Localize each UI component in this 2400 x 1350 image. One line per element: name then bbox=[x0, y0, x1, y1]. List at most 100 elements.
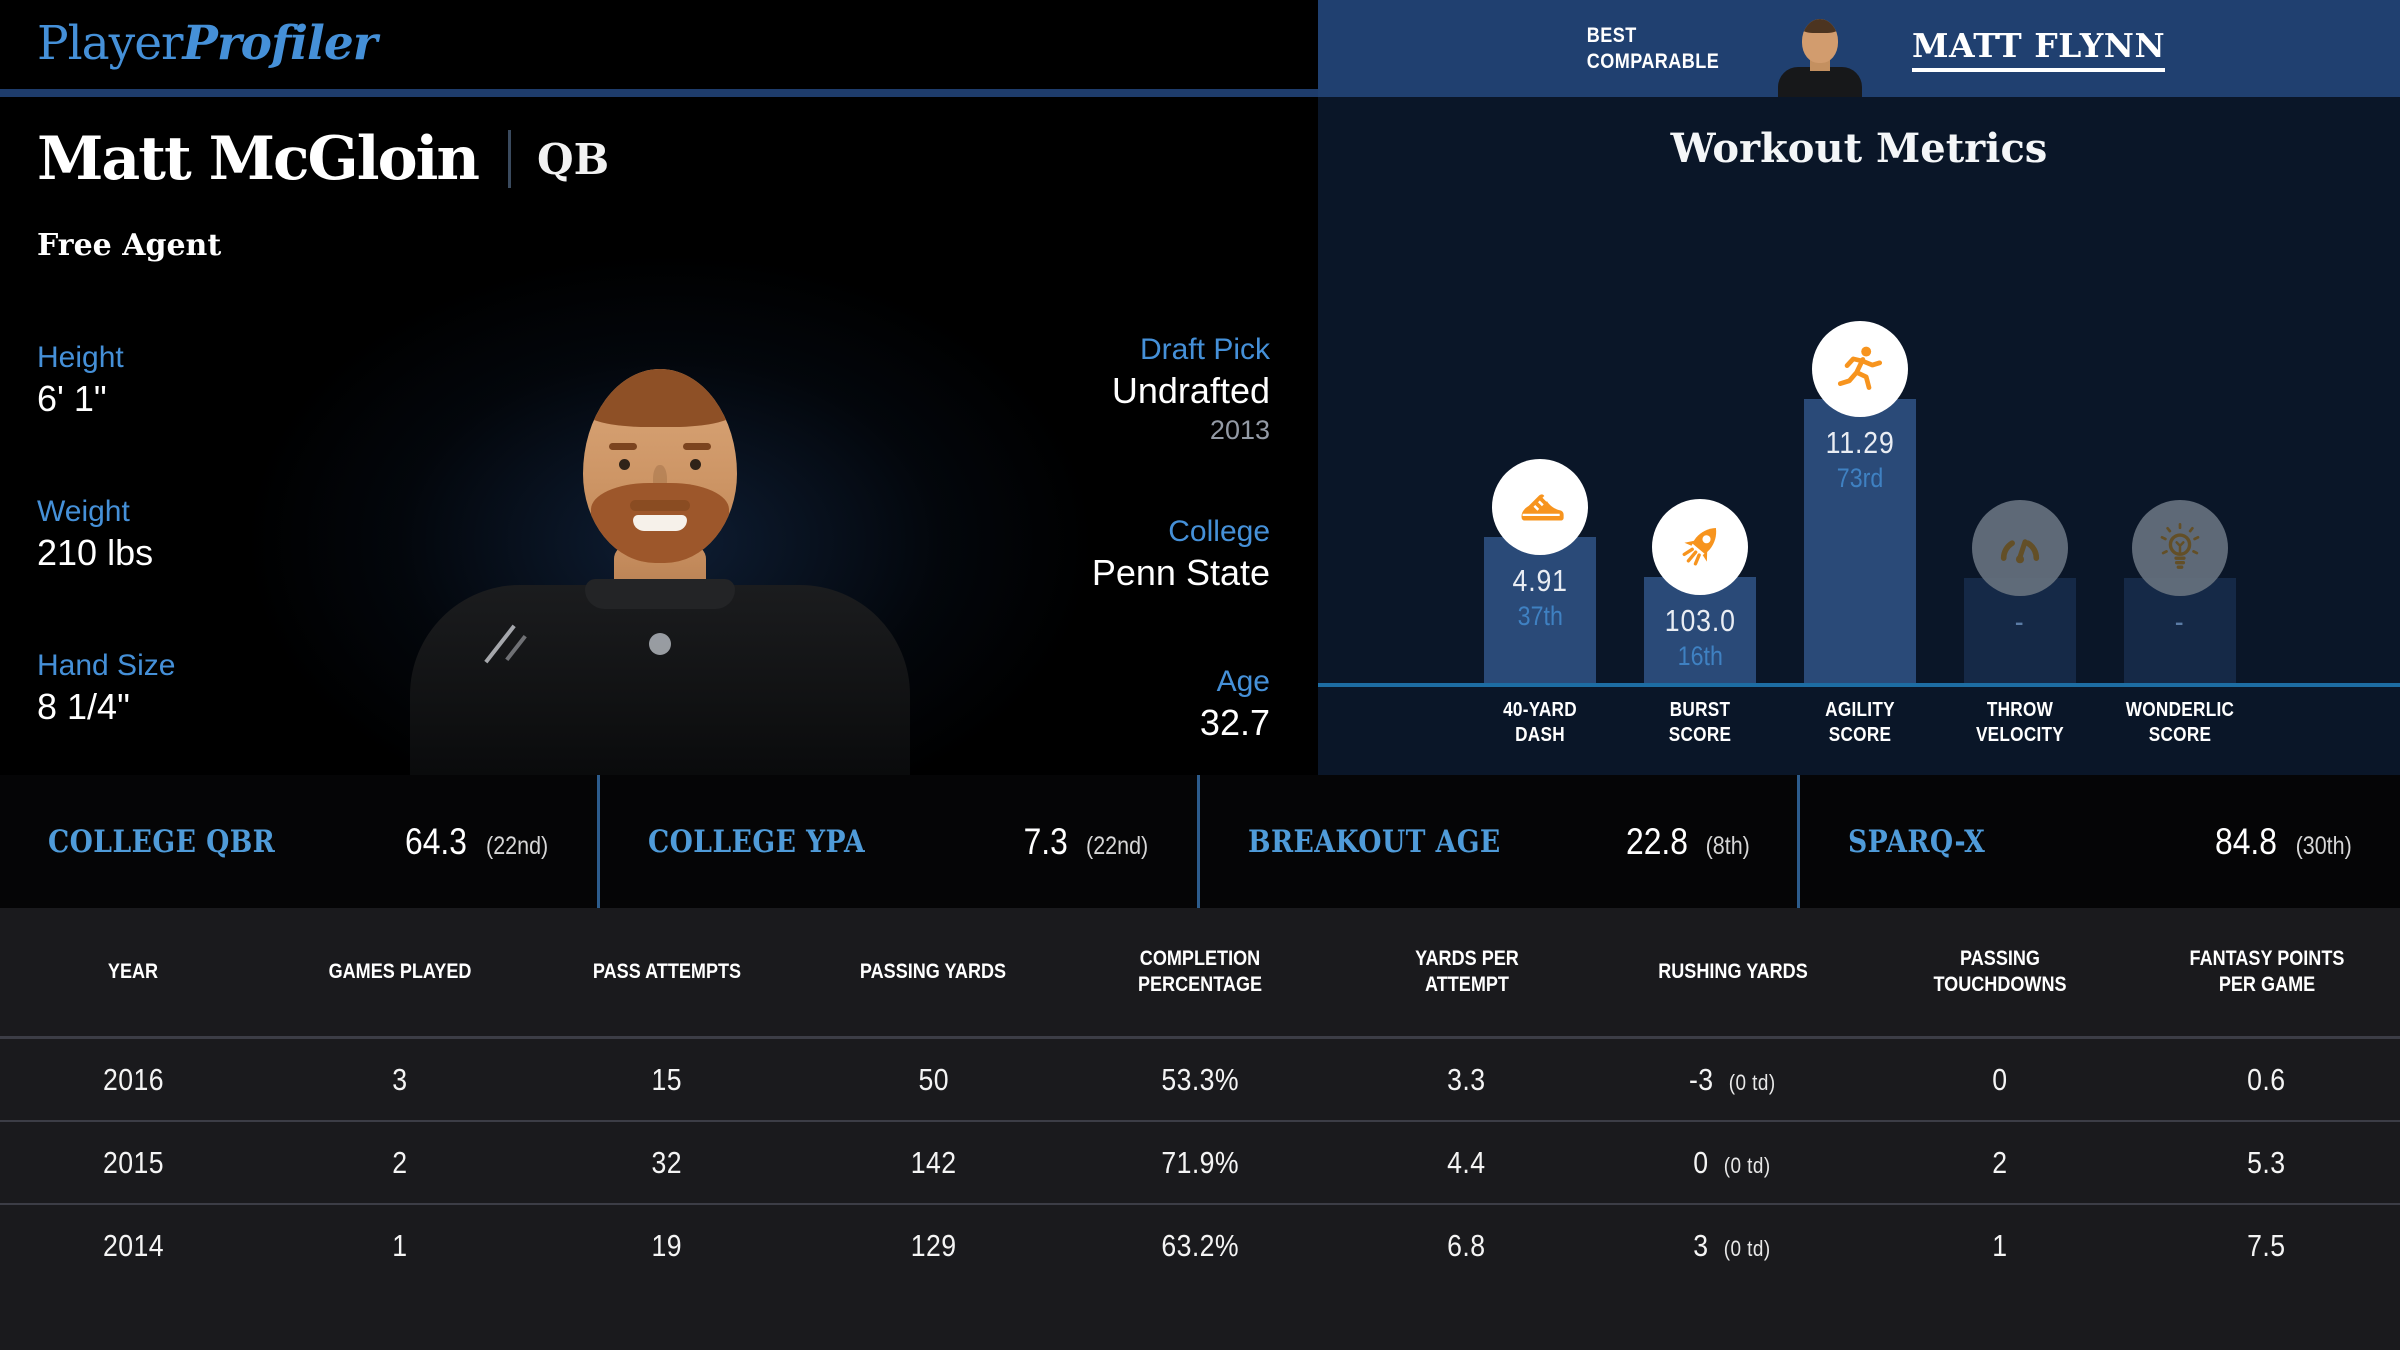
table-cell: 0 (0 td) bbox=[1600, 1145, 1867, 1181]
key-stat-cell: COLLEGE YPA 7.3 (22nd) bbox=[600, 775, 1200, 908]
player-headshot bbox=[380, 295, 940, 775]
bio-item: Weight 210 lbs bbox=[37, 494, 175, 576]
key-stat-value: 22.8 bbox=[1625, 820, 1688, 862]
bio-label: Weight bbox=[37, 495, 130, 528]
key-stat-value: 64.3 bbox=[404, 820, 467, 862]
bio-value: 6' 1" bbox=[37, 378, 107, 419]
table-cell: 0 bbox=[1992, 1061, 2008, 1097]
bio-label: Draft Pick bbox=[1139, 333, 1270, 366]
table-cell: 129 bbox=[910, 1227, 957, 1263]
key-stats-strip: COLLEGE QBR 64.3 (22nd) COLLEGE YPA 7.3 … bbox=[0, 775, 2400, 908]
logo-text-player: Player bbox=[37, 16, 184, 71]
chart-baseline bbox=[1318, 683, 2400, 687]
bio-item: College Penn State bbox=[1092, 514, 1270, 596]
table-header-row: YEAR GAMES PLAYED PASS ATTEMPTS PASSING … bbox=[0, 908, 2400, 1039]
key-stat-rank: (22nd) bbox=[1085, 831, 1148, 860]
table-cell: 6.8 bbox=[1447, 1227, 1486, 1263]
table-row: 2015 2 32 142 71.9% 4.4 0 (0 td) 2 bbox=[0, 1122, 2400, 1205]
bio-label: Height bbox=[37, 341, 124, 374]
best-comparable-label: BEST COMPARABLE bbox=[1586, 23, 1720, 73]
bio-left-column: Height 6' 1" Weight 210 lbs Hand Size 8 … bbox=[37, 340, 175, 730]
metric-percentile: 37th bbox=[1517, 601, 1563, 631]
table-cell: 2 bbox=[392, 1144, 408, 1180]
metric-percentile: 16th bbox=[1677, 641, 1723, 671]
key-stat-rank: (22nd) bbox=[485, 831, 548, 860]
season-stats-table: YEAR GAMES PLAYED PASS ATTEMPTS PASSING … bbox=[0, 908, 2400, 1350]
metric-percentile: 73rd bbox=[1836, 463, 1884, 493]
metric-label: BURST SCORE bbox=[1668, 699, 1732, 746]
table-row: 2016 3 15 50 53.3% 3.3 -3 (0 td) 0 bbox=[0, 1039, 2400, 1122]
bio-item: Hand Size 8 1/4" bbox=[37, 648, 175, 730]
table-cell: 2 bbox=[1992, 1144, 2008, 1180]
table-cell: 3.3 bbox=[1447, 1061, 1486, 1097]
player-summary-panel: PlayerProfiler bbox=[0, 0, 1318, 775]
table-column-header: FANTASY POINTS PER GAME bbox=[2189, 947, 2345, 996]
jersey bbox=[410, 585, 910, 775]
bio-value: 8 1/4" bbox=[37, 686, 130, 727]
table-cell: 32 bbox=[651, 1144, 682, 1180]
key-stat-value: 84.8 bbox=[2214, 820, 2277, 862]
player-name-row: Matt McGloin QB bbox=[37, 124, 609, 194]
table-cell: 2016 bbox=[102, 1061, 164, 1097]
player-face bbox=[583, 369, 737, 563]
bio-item: Draft Pick Undrafted 2013 bbox=[1112, 332, 1270, 446]
rush-td-note: (0 td) bbox=[1729, 1069, 1776, 1095]
table-column-header: PASS ATTEMPTS bbox=[592, 960, 741, 983]
metric-bar-runner: 11.29 73rd bbox=[1804, 399, 1916, 683]
gauge-icon bbox=[1972, 500, 2068, 596]
bio-value: 32.7 bbox=[1199, 702, 1270, 743]
key-stat-label: BREAKOUT AGE bbox=[1248, 823, 1501, 860]
key-stat-cell: COLLEGE QBR 64.3 (22nd) bbox=[0, 775, 600, 908]
bio-label: Age bbox=[1216, 665, 1270, 698]
bio-item: Height 6' 1" bbox=[37, 340, 175, 422]
table-cell: 7.5 bbox=[2247, 1227, 2286, 1263]
table-column-header: COMPLETION PERCENTAGE bbox=[1137, 947, 1262, 996]
player-name: Matt McGloin bbox=[37, 124, 480, 194]
table-cell: 3 bbox=[392, 1061, 408, 1097]
table-cell: 19 bbox=[651, 1227, 682, 1263]
key-stat-rank: (30th) bbox=[2295, 831, 2352, 860]
table-column-header: GAMES PLAYED bbox=[328, 960, 472, 983]
runner-icon bbox=[1812, 321, 1908, 417]
metric-label: THROW VELOCITY bbox=[1975, 699, 2065, 746]
table-cell: 1 bbox=[392, 1227, 408, 1263]
table-column-header: YEAR bbox=[108, 960, 159, 983]
metric-value: 103.0 bbox=[1664, 603, 1736, 638]
table-body: 2016 3 15 50 53.3% 3.3 -3 (0 td) 0 bbox=[0, 1039, 2400, 1286]
bio-item: Age 32.7 bbox=[1200, 664, 1270, 746]
metric-value: 4.91 bbox=[1512, 563, 1568, 598]
table-cell: 50 bbox=[918, 1061, 949, 1097]
bio-label: Hand Size bbox=[37, 649, 176, 682]
table-cell: 63.2% bbox=[1161, 1227, 1239, 1263]
metric-value: - bbox=[2015, 604, 2025, 639]
metric-label: 40-YARD DASH bbox=[1503, 699, 1577, 746]
comparable-player-headshot[interactable] bbox=[1776, 11, 1864, 97]
header-divider bbox=[0, 89, 1318, 97]
key-stat-label: COLLEGE YPA bbox=[648, 823, 866, 860]
key-stat-cell: BREAKOUT AGE 22.8 (8th) bbox=[1200, 775, 1800, 908]
top-bar: PlayerProfiler bbox=[0, 0, 1318, 89]
best-comparable-band: BEST COMPARABLE MATT FLYNN bbox=[1318, 0, 2400, 97]
rush-td-note: (0 td) bbox=[1723, 1235, 1771, 1261]
table-column-header: PASSING TOUCHDOWNS bbox=[1933, 947, 2067, 996]
playerprofiler-logo[interactable]: PlayerProfiler bbox=[37, 16, 378, 71]
bio-right-column: Draft Pick Undrafted 2013 College Penn S… bbox=[1092, 332, 1270, 746]
workout-metrics-section: Workout Metrics 4.91 37th 40-YARD DASH 10… bbox=[1318, 97, 2400, 775]
table-column-header: PASSING YARDS bbox=[860, 960, 1007, 983]
metric-value: - bbox=[2175, 604, 2185, 639]
key-stat-value: 7.3 bbox=[1023, 820, 1069, 862]
bio-value: Penn State bbox=[1091, 552, 1270, 593]
table-row: 2014 1 19 129 63.2% 6.8 3 (0 td) 1 bbox=[0, 1205, 2400, 1286]
player-team-status: Free Agent bbox=[37, 228, 222, 263]
comparable-player-link[interactable]: MATT FLYNN bbox=[1911, 26, 2166, 72]
key-stat-label: COLLEGE QBR bbox=[48, 823, 276, 860]
table-cell: 2015 bbox=[102, 1144, 164, 1180]
metric-label: AGILITY SCORE bbox=[1825, 699, 1895, 746]
bio-label: College bbox=[1168, 515, 1270, 548]
workout-metrics-title: Workout Metrics bbox=[1670, 125, 2048, 172]
metric-value: 11.29 bbox=[1825, 425, 1895, 460]
bio-sub-value: 2013 bbox=[1209, 415, 1270, 445]
table-cell: 0.6 bbox=[2247, 1061, 2286, 1097]
table-cell: 5.3 bbox=[2247, 1144, 2286, 1180]
